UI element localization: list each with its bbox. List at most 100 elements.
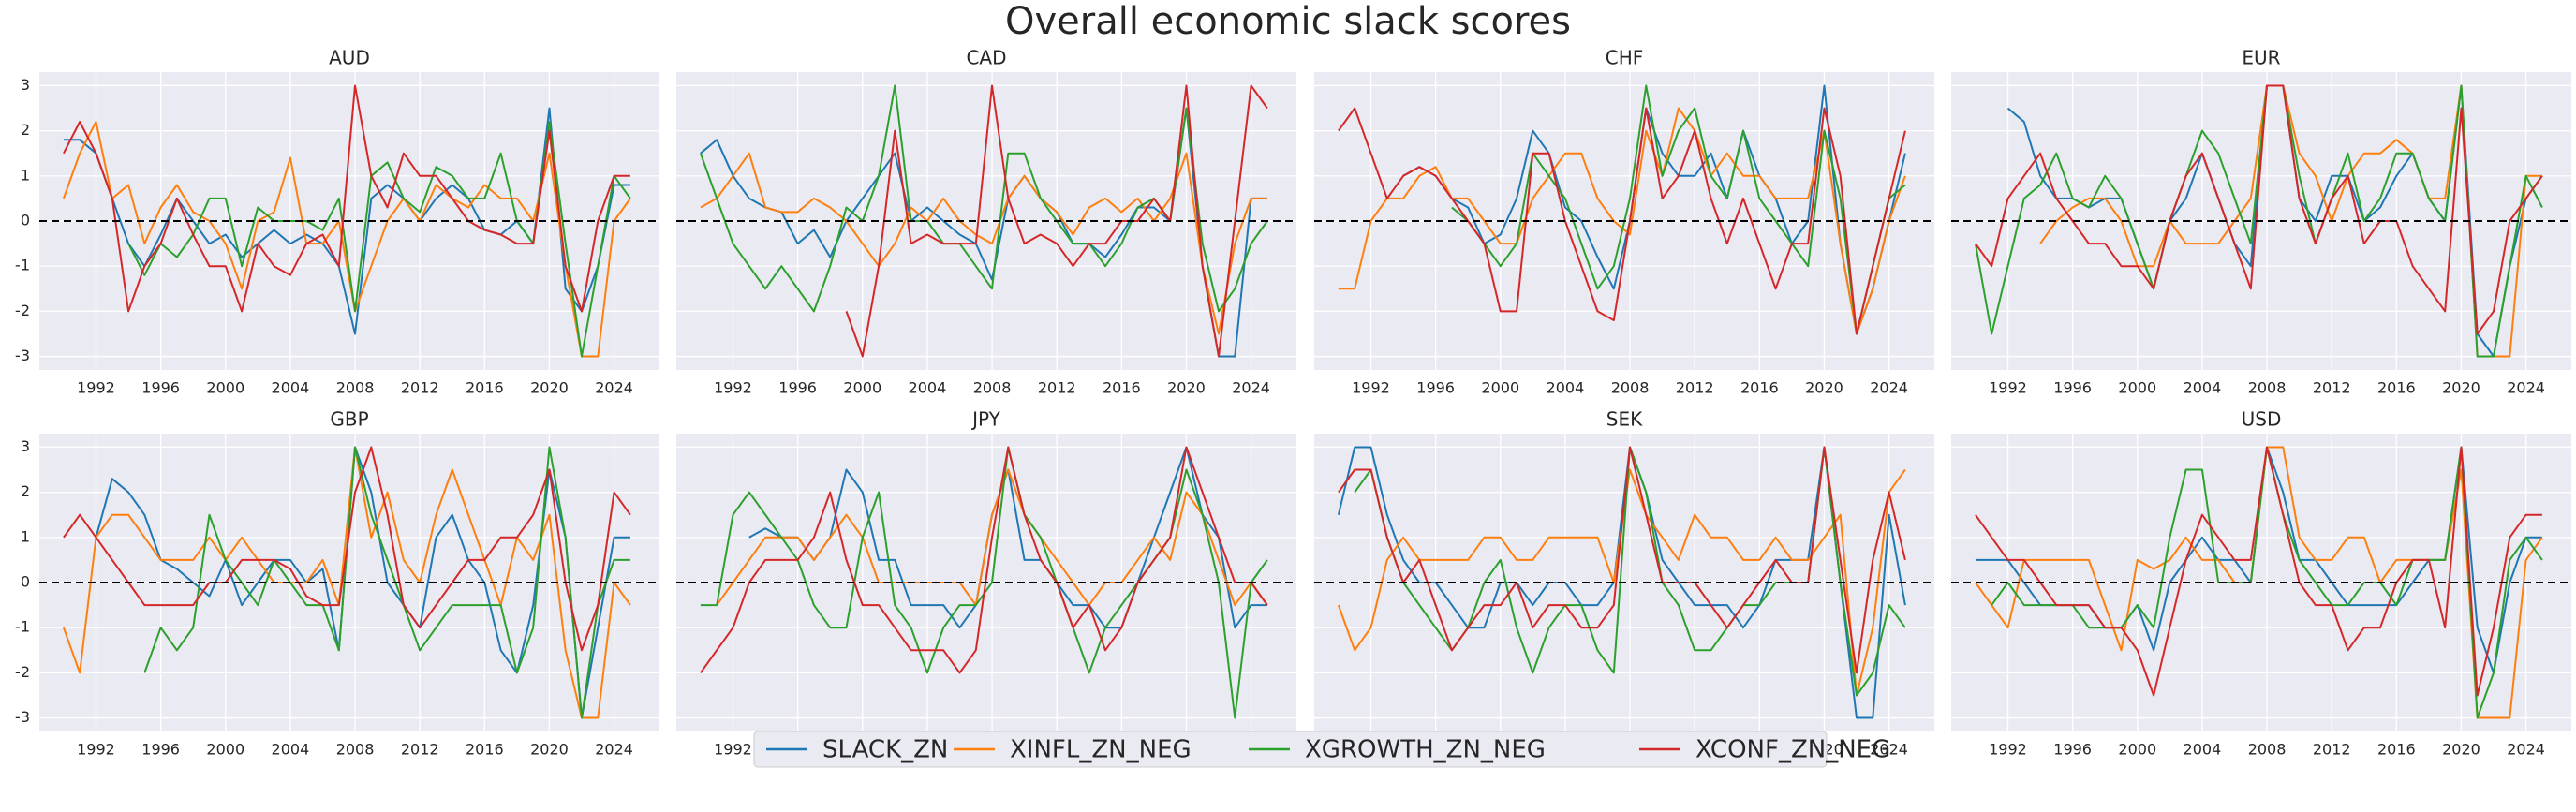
series-line — [1451, 84, 1906, 335]
x-tick-label: 1996 — [1416, 379, 1455, 397]
x-tick-label: 2008 — [336, 741, 375, 759]
panel-title: JPY — [970, 408, 1001, 431]
series-line — [1975, 446, 2542, 697]
x-tick-label: 2016 — [2377, 741, 2416, 759]
x-tick-label: 2000 — [206, 741, 244, 759]
x-tick-label: 1996 — [2053, 741, 2092, 759]
x-tick-label: 2000 — [206, 379, 244, 397]
series-line — [63, 84, 630, 313]
panel-title: CAD — [966, 47, 1006, 69]
y-tick-label: -3 — [15, 708, 30, 726]
panel: EUR 1992 1996 2000 2004 2008 2012 2016 2020 2024 — [1951, 47, 2571, 397]
legend-label: XCONF_ZN_NEG — [1695, 736, 1890, 764]
legend: SLACK_ZN XINFL_ZN_NEG XGROWTH_ZN_NEG XCONF_… — [753, 731, 1890, 768]
x-tick-label: 2008 — [2248, 741, 2287, 759]
x-tick-label: 2012 — [1676, 379, 1714, 397]
y-tick-label: 0 — [21, 573, 30, 591]
x-tick-label: 2012 — [401, 379, 439, 397]
x-tick-label: 2024 — [595, 379, 633, 397]
x-tick-label: 2024 — [2507, 741, 2545, 759]
legend-label: XGROWTH_ZN_NEG — [1305, 736, 1546, 764]
x-tick-label: 2024 — [1232, 379, 1270, 397]
panel: CAD 1992 1996 2000 2004 2008 2012 2016 2020 2024 — [676, 47, 1296, 397]
series-line — [700, 446, 1268, 674]
x-tick-label: 2016 — [1103, 379, 1141, 397]
y-tick-label: -2 — [15, 663, 30, 681]
y-tick-label: 0 — [21, 212, 30, 229]
y-tick-label: 3 — [21, 76, 30, 94]
x-tick-label: 1992 — [77, 379, 115, 397]
x-tick-label: 2004 — [2184, 379, 2222, 397]
x-tick-label: 2024 — [2507, 379, 2545, 397]
x-tick-label: 1996 — [141, 741, 180, 759]
panel: AUD -3 -2 -1 0 1 2 3 1992 1996 2000 2004 2008 2012 201… — [15, 47, 659, 397]
legend-label: SLACK_ZN — [822, 736, 948, 764]
x-tick-label: 2024 — [1870, 741, 1908, 759]
x-tick-label: 1992 — [1989, 741, 2027, 759]
x-tick-label: 2016 — [466, 741, 504, 759]
y-tick-label: 1 — [21, 166, 30, 184]
panel-title: CHF — [1606, 47, 1644, 69]
x-tick-label: 2004 — [2184, 741, 2222, 759]
series-line — [1974, 84, 2543, 358]
x-tick-label: 2016 — [466, 379, 504, 397]
series-line — [1338, 107, 1906, 335]
x-tick-label: 2016 — [2377, 379, 2416, 397]
y-tick-label: 2 — [21, 482, 30, 500]
x-tick-label: 1996 — [778, 379, 817, 397]
x-tick-label: 2020 — [1167, 379, 1206, 397]
x-tick-label: 2012 — [1038, 379, 1076, 397]
y-tick-label: -3 — [15, 347, 30, 364]
series-line — [62, 121, 631, 358]
x-tick-label: 2020 — [530, 741, 569, 759]
series-line — [1337, 446, 1906, 719]
panel-title: SEK — [1606, 408, 1643, 431]
x-tick-label: 2016 — [1740, 379, 1779, 397]
x-tick-label: 1992 — [1989, 379, 2027, 397]
x-tick-label: 2020 — [530, 379, 569, 397]
x-tick-label: 2000 — [843, 379, 881, 397]
x-tick-label: 2012 — [401, 741, 439, 759]
x-tick-label: 2008 — [1611, 379, 1650, 397]
series-line — [1338, 107, 1906, 335]
figure-title: Overall economic slack scores — [1005, 0, 1571, 43]
panel: CHF 1992 1996 2000 2004 2008 2012 2016 2020 2024 — [1314, 47, 1934, 397]
x-tick-label: 2000 — [2118, 741, 2156, 759]
series-line — [1975, 84, 2543, 335]
x-tick-label: 2008 — [336, 379, 375, 397]
legend-box — [753, 731, 1828, 768]
x-tick-label: 1992 — [1352, 379, 1390, 397]
series-line — [62, 446, 631, 719]
x-tick-label: 2020 — [2442, 741, 2480, 759]
y-tick-label: -2 — [15, 302, 30, 319]
panel-title: EUR — [2242, 47, 2280, 69]
y-tick-label: 1 — [21, 527, 30, 545]
x-tick-label: 2008 — [2248, 379, 2287, 397]
y-tick-label: 2 — [21, 121, 30, 139]
y-tick-label: -1 — [15, 257, 30, 274]
x-tick-label: 1992 — [77, 741, 115, 759]
x-tick-label: 2004 — [909, 379, 947, 397]
panel-title: AUD — [329, 47, 370, 69]
x-tick-label: 2000 — [2118, 379, 2156, 397]
x-tick-label: 2020 — [2442, 379, 2480, 397]
x-tick-label: 2004 — [272, 741, 310, 759]
x-tick-label: 1992 — [714, 379, 752, 397]
panel: SEK199219962000200420082012201620202024 — [1314, 408, 1934, 759]
x-tick-label: 2024 — [1870, 379, 1908, 397]
x-tick-label: 2000 — [1481, 379, 1519, 397]
x-tick-label: 2008 — [973, 379, 1012, 397]
x-tick-label: 2012 — [2313, 741, 2351, 759]
series-line — [63, 446, 631, 652]
series-line — [845, 84, 1268, 358]
x-tick-label: 2004 — [1547, 379, 1585, 397]
y-tick-label: 3 — [21, 437, 30, 455]
x-tick-label: 2024 — [595, 741, 633, 759]
panel-title: GBP — [330, 408, 368, 431]
x-tick-label: 1996 — [141, 379, 180, 397]
series-line — [143, 446, 630, 719]
panel: JPY199219962000200420082012201620202024 — [676, 408, 1296, 759]
series-line — [1338, 446, 1906, 674]
